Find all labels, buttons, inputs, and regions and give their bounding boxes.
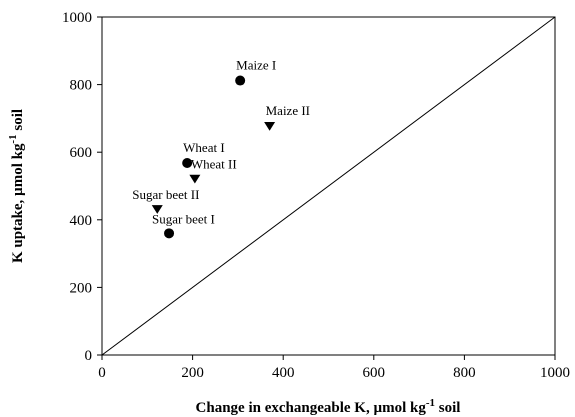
point-label: Wheat II [191, 157, 237, 172]
point-label: Sugar beet I [152, 211, 215, 226]
y-axis: 0 200 400 600 800 1000 [62, 10, 102, 364]
point-labels: Maize I Maize II Wheat I Wheat II Sugar beet… [132, 58, 310, 227]
data-points [151, 75, 276, 239]
y-tick-label: 600 [70, 145, 93, 161]
y-tick-label: 800 [70, 78, 93, 94]
point-label: Wheat I [183, 140, 225, 155]
y-tick-label: 200 [70, 280, 93, 296]
point-circle [235, 75, 246, 86]
x-axis-title: Change in exchangeable K, µmol kg-1 soil [196, 397, 461, 416]
x-tick-label: 800 [453, 365, 476, 381]
x-tick-label: 0 [98, 365, 106, 381]
reference-line-group [101, 16, 556, 356]
x-tick-label: 600 [363, 365, 386, 381]
y-tick-label: 1000 [62, 10, 92, 26]
y-tick-label: 0 [85, 348, 93, 364]
x-tick-label: 1000 [540, 365, 570, 381]
x-tick-label: 400 [272, 365, 295, 381]
point-circle [164, 228, 175, 239]
reference-line [101, 16, 556, 356]
point-label: Maize II [266, 103, 310, 118]
point-triangle [151, 205, 163, 214]
x-axis: 0 200 400 600 800 1000 [98, 355, 570, 381]
x-tick-label: 200 [181, 365, 204, 381]
y-axis-title: K uptake, µmol kg-1 soil [7, 109, 26, 263]
y-tick-label: 400 [70, 213, 93, 229]
plot-frame [101, 16, 556, 356]
point-label: Maize I [236, 58, 276, 73]
point-triangle [189, 174, 201, 184]
point-triangle [264, 121, 276, 131]
point-label: Sugar beet II [132, 187, 199, 202]
point-circle [182, 158, 193, 169]
